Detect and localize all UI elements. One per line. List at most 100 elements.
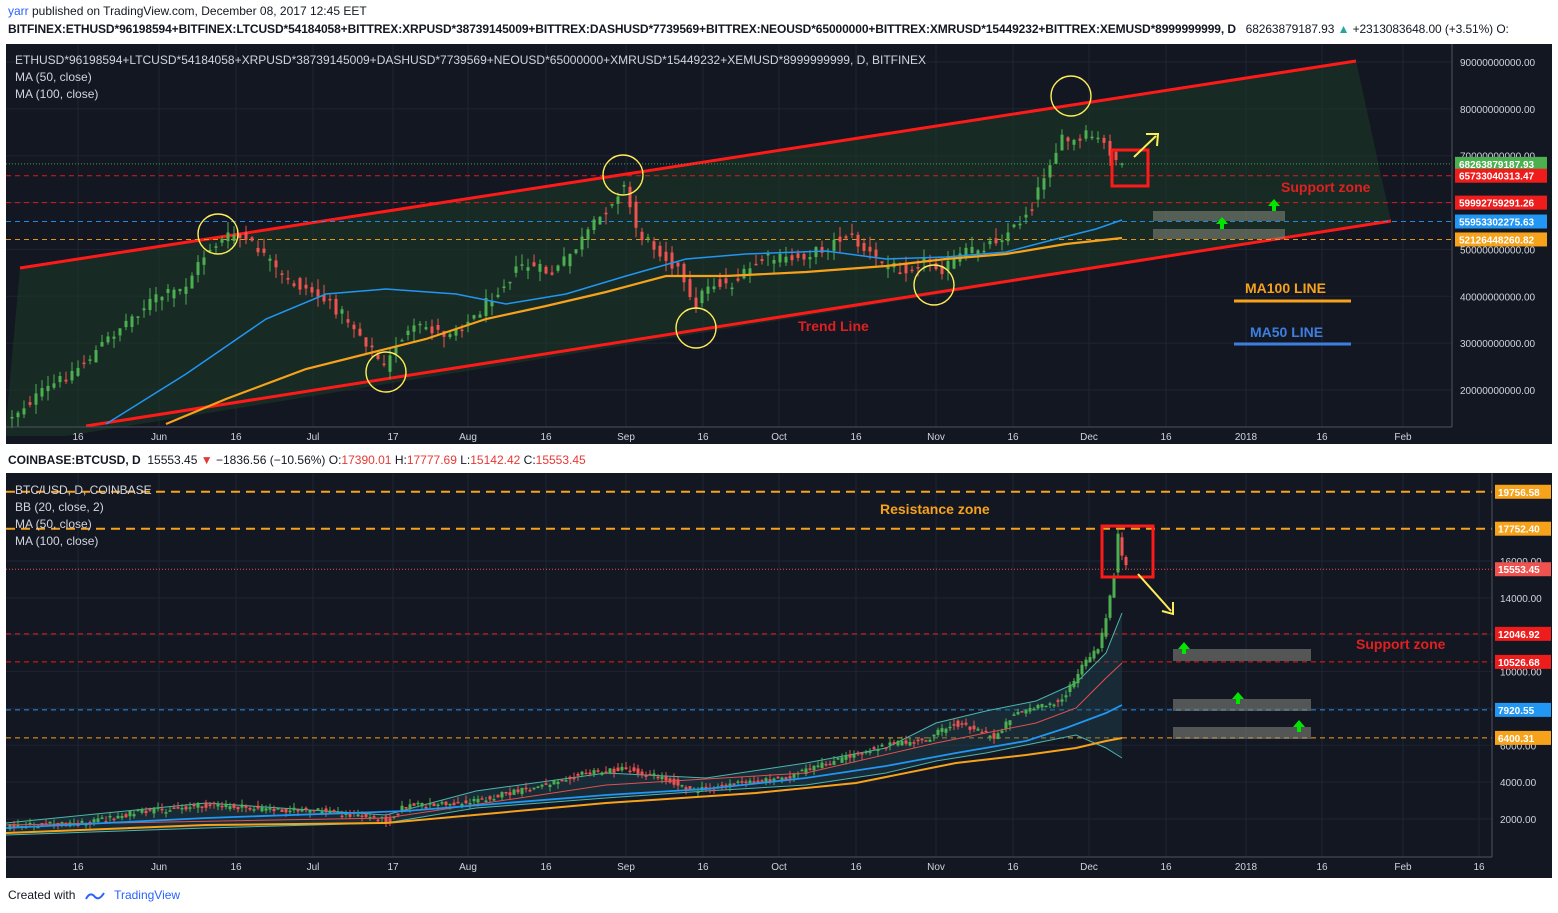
bottom-price-tag-label: 10526.68: [1498, 658, 1540, 669]
top-candle: [646, 237, 650, 239]
support-box-2: [1153, 229, 1285, 239]
bottom-x-tick: 16: [1160, 862, 1172, 873]
btc-candle: [596, 770, 600, 772]
btc-candle: [1028, 707, 1032, 712]
btc-candle: [404, 806, 408, 809]
btc-candle: [788, 776, 792, 779]
top-candle: [208, 249, 212, 252]
eth-index-chart-panel[interactable]: 20000000000.00 30000000000.00 40000000000.…: [6, 44, 1552, 444]
tradingview-link[interactable]: TradingView: [114, 888, 181, 902]
btc-candle: [620, 766, 624, 771]
btc-candle: [272, 808, 276, 812]
btc-candle: [1016, 711, 1020, 715]
btc-candle: [536, 786, 540, 789]
btc-candle: [340, 815, 344, 818]
bottom-x-tick: Feb: [1394, 862, 1412, 873]
top-candle: [280, 273, 284, 275]
btc-candle: [964, 722, 968, 725]
btc-open-label: O:: [328, 453, 342, 467]
btc-candle: [816, 765, 820, 768]
btc-candle: [504, 791, 508, 794]
top-candle: [790, 255, 794, 261]
btc-candle: [156, 807, 160, 809]
btc-candle: [696, 791, 700, 794]
green-up-arrow-icon: [1232, 692, 1244, 704]
top-candle: [1024, 214, 1028, 218]
bottom-price-tag-label: 19756.58: [1498, 488, 1540, 499]
author-link[interactable]: yarr: [8, 4, 29, 18]
top-candle: [358, 328, 362, 336]
btc-candle: [224, 803, 228, 808]
eth-index-chart[interactable]: 20000000000.00 30000000000.00 40000000000.…: [6, 44, 1552, 444]
btc-chart-panel[interactable]: 2000.004000.006000.008000.0010000.001200…: [6, 473, 1552, 878]
btc-candle: [952, 724, 956, 726]
btc-candle: [1004, 721, 1008, 730]
btc-open: 17390.01: [341, 453, 392, 467]
btc-candle: [572, 777, 576, 780]
bottom-legend: BTC/USD, D, COINBASE BB (20, close, 2) M…: [15, 482, 152, 550]
top-candle: [754, 263, 758, 266]
btc-candle: [108, 815, 112, 818]
btc-candle: [1092, 650, 1096, 659]
btc-candle: [800, 769, 804, 772]
top-candle: [418, 323, 422, 326]
top-x-tick: 17: [387, 432, 399, 443]
btc-candle: [104, 821, 108, 823]
top-candle: [46, 385, 50, 392]
btc-candle: [400, 805, 404, 811]
top-candle: [286, 278, 290, 280]
btc-candle: [16, 824, 20, 828]
ma50-line-label: MA50 LINE: [1250, 324, 1324, 340]
bottom-x-tick: 2018: [1235, 862, 1258, 873]
btc-candle: [872, 747, 876, 750]
top-candle: [118, 328, 122, 336]
top-candle: [532, 262, 536, 267]
publish-header: yarr published on TradingView.com, Decem…: [0, 0, 1558, 44]
btc-candle: [580, 771, 584, 775]
top-candle: [220, 238, 224, 243]
btc-support-box-1: [1173, 649, 1311, 661]
btc-candle: [920, 738, 924, 741]
bottom-x-tick: Jun: [151, 862, 167, 873]
bottom-price-tag-bg: [1495, 626, 1551, 641]
btc-candle: [1044, 705, 1048, 708]
btc-candle: [388, 818, 392, 822]
top-candle: [484, 297, 488, 317]
btc-chart[interactable]: 2000.004000.006000.008000.0010000.001200…: [6, 473, 1552, 878]
top-candle: [196, 262, 200, 275]
btc-candle: [512, 789, 516, 795]
top-price-tag: 59992759291.26: [1455, 195, 1547, 210]
btc-candle: [136, 809, 140, 812]
top-price-tag-label: 65733040313.47: [1459, 172, 1535, 183]
top-candle: [634, 201, 638, 228]
bottom-x-tick: 16: [1473, 862, 1485, 873]
btc-candle: [128, 811, 132, 817]
top-candle: [808, 256, 812, 260]
bottom-y-tick: 10000.00: [1500, 668, 1542, 679]
btc-candle: [792, 773, 796, 778]
top-candle: [688, 279, 692, 298]
btc-candle: [1124, 557, 1128, 566]
top-candle: [586, 229, 590, 240]
btc-candle: [732, 783, 736, 786]
btc-last: 15553.45: [147, 453, 198, 467]
btc-candle: [468, 803, 472, 805]
down-arrow-line: [1137, 573, 1172, 612]
top-candle: [874, 249, 878, 257]
top-price-tag-bg: [1455, 168, 1547, 183]
btc-candle: [544, 783, 548, 785]
btc-candle: [160, 808, 164, 811]
top-candle: [832, 239, 836, 251]
btc-candle: [476, 798, 480, 803]
btc-candle: [408, 804, 412, 809]
top-candle: [862, 243, 866, 251]
btc-candle: [632, 767, 636, 772]
touch-point-circle: [602, 154, 644, 196]
top-candle: [622, 184, 626, 187]
tradingview-logo-icon: [84, 892, 105, 900]
top-legend-ma100: MA (100, close): [15, 87, 99, 101]
top-x-tick: 16: [72, 432, 84, 443]
top-candle: [802, 254, 806, 260]
btc-candle: [464, 800, 468, 804]
top-candle: [952, 257, 956, 269]
